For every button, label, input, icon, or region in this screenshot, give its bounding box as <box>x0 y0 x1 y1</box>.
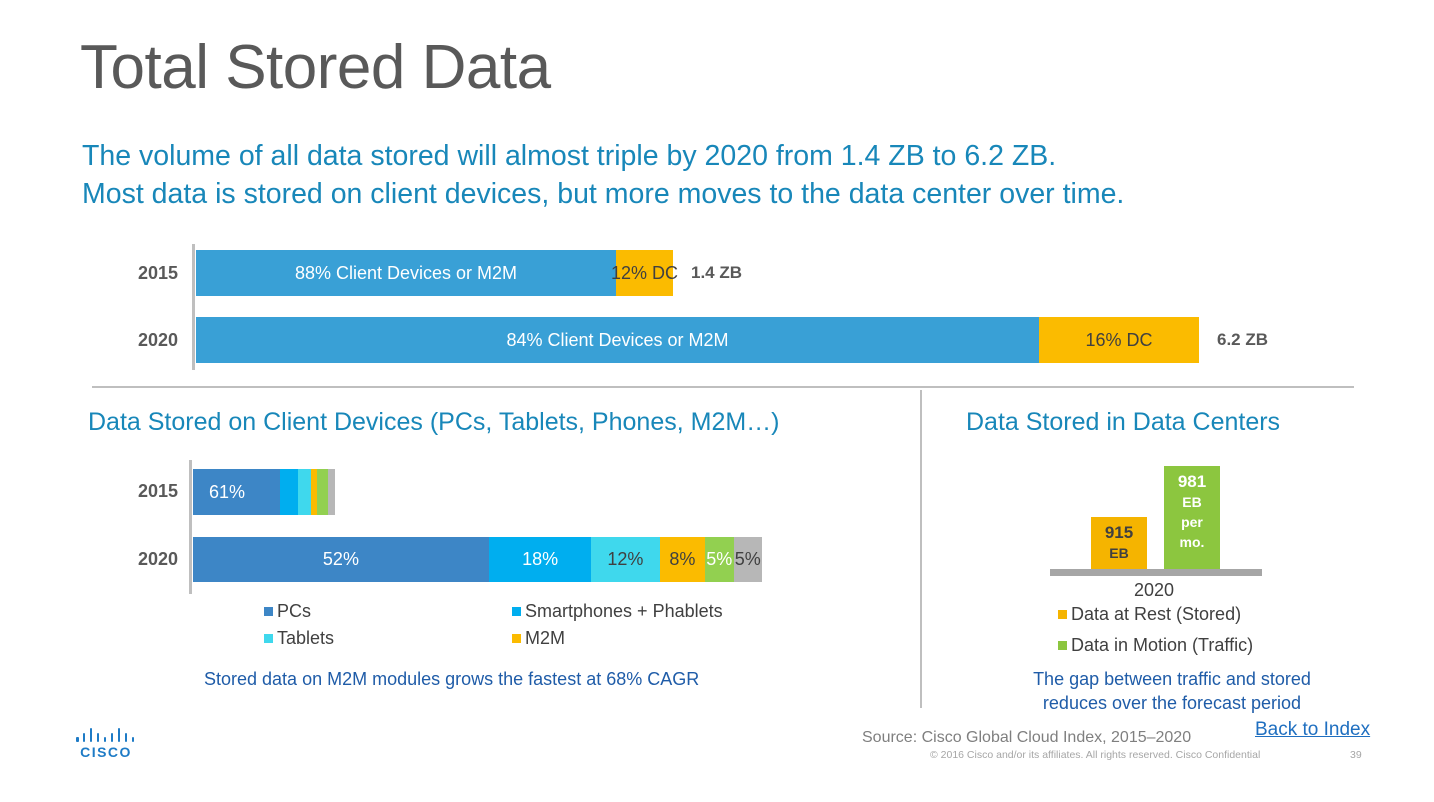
cisco-logo: CISCO <box>76 728 136 760</box>
dc-chart-note-line-1: The gap between traffic and stored <box>1033 669 1311 689</box>
client-bar-2015-seg-1 <box>279 469 299 515</box>
back-to-index-link[interactable]: Back to Index <box>1255 719 1371 740</box>
copyright-text: © 2016 Cisco and/or its affiliates. All … <box>930 749 1261 761</box>
client-bar-2015-seg-5 <box>328 469 336 515</box>
total-year-label-2020: 2020 <box>137 330 178 350</box>
client-bar-2020-seg-5: 5% <box>733 537 762 582</box>
cisco-logo-bars-icon <box>76 728 134 742</box>
client-bar-2020-seg-3: 8% <box>659 537 706 582</box>
client-bar-2020-seg-1: 18% <box>488 537 592 582</box>
legend-swatch-tablets <box>264 634 273 643</box>
legend-swatch-smartphones <box>512 607 521 616</box>
dc-chart-title: Data Stored in Data Centers <box>966 408 1281 436</box>
dc-bar-1-label-line-1: EB <box>1182 494 1202 510</box>
client-chart-note: Stored data on M2M modules grows the fas… <box>204 669 700 689</box>
dc-chart-baseline <box>1050 569 1262 576</box>
client-bar-2015-seg-4 <box>316 469 329 515</box>
dc-bar-1: 981 EB per mo. <box>1164 466 1220 569</box>
horizontal-divider <box>92 386 1354 388</box>
dc-bar-0: 915 EB <box>1091 517 1147 569</box>
legend-swatch-m2m <box>512 634 521 643</box>
legend-item-smartphones: Smartphones + Phablets <box>512 601 723 622</box>
total-bar-2015-seg-1: 12% DC <box>611 250 678 296</box>
legend-label-pcs: PCs <box>277 601 312 621</box>
dc-category-label: 2020 <box>1134 580 1175 600</box>
vertical-divider <box>920 390 922 708</box>
client-bar-2020-seg-4: 5% <box>705 537 734 582</box>
total-value-label-2020: 6.2 ZB <box>1217 330 1269 349</box>
dc-chart-note-line-2: reduces over the forecast period <box>1042 693 1302 713</box>
total-bar-2020-seg-1: 16% DC <box>1039 317 1199 363</box>
subtitle-line-1: The volume of all data stored will almos… <box>82 140 1057 172</box>
legend-label-data-at-rest: Data at Rest (Stored) <box>1071 604 1242 624</box>
slide-title: Total Stored Data <box>80 33 551 102</box>
total-chart-axis <box>192 244 195 370</box>
dc-bar-0-label-line-1: EB <box>1109 545 1129 561</box>
client-bar-2015-seg-3 <box>311 469 317 515</box>
legend-swatch-data-at-rest <box>1058 610 1067 619</box>
legend-label-m2m: M2M <box>525 628 565 648</box>
subtitle-line-2: Most data is stored on client devices, b… <box>82 178 1125 210</box>
legend-label-data-in-motion: Data in Motion (Traffic) <box>1071 635 1254 655</box>
client-bar-2020-seg-2: 12% <box>591 537 660 582</box>
total-year-label-2015: 2015 <box>137 263 178 283</box>
cisco-logo-text: CISCO <box>80 744 132 760</box>
total-bar-2015-seg-0: 88% Client Devices or M2M <box>196 250 616 296</box>
legend-item-data-in-motion: Data in Motion (Traffic) <box>1058 635 1253 656</box>
legend-swatch-data-in-motion <box>1058 641 1067 650</box>
client-chart-title: Data Stored on Client Devices (PCs, Tabl… <box>88 408 780 436</box>
dc-bar-1-label-line-0: 981 <box>1177 472 1207 491</box>
legend-label-smartphones: Smartphones + Phablets <box>525 601 723 621</box>
client-bar-2015-seg-0: 61% <box>193 469 280 515</box>
legend-item-data-at-rest: Data at Rest (Stored) <box>1058 604 1241 625</box>
client-bar-2020-seg-0: 52% <box>193 537 489 582</box>
legend-item-m2m: M2M <box>512 628 565 649</box>
page-number: 39 <box>1350 749 1362 761</box>
client-bar-2015-seg-2 <box>298 469 312 515</box>
source-note: Source: Cisco Global Cloud Index, 2015–2… <box>862 729 1192 746</box>
client-chart-axis <box>189 460 192 594</box>
total-value-label-2015: 1.4 ZB <box>691 263 743 282</box>
legend-item-tablets: Tablets <box>264 628 334 649</box>
total-bar-2020-seg-0: 84% Client Devices or M2M <box>196 317 1039 363</box>
client-year-label-2015: 2015 <box>137 481 178 501</box>
dc-bar-1-label-line-3: mo. <box>1179 534 1205 550</box>
client-chart-legend: PCs Smartphones + Phablets Tablets M2M <box>264 601 784 657</box>
legend-item-pcs: PCs <box>264 601 311 622</box>
legend-swatch-pcs <box>264 607 273 616</box>
dc-bar-0-label-line-0: 915 <box>1104 523 1134 542</box>
legend-label-tablets: Tablets <box>277 628 335 648</box>
client-year-label-2020: 2020 <box>137 549 178 569</box>
dc-bar-1-label-line-2: per <box>1181 514 1203 530</box>
